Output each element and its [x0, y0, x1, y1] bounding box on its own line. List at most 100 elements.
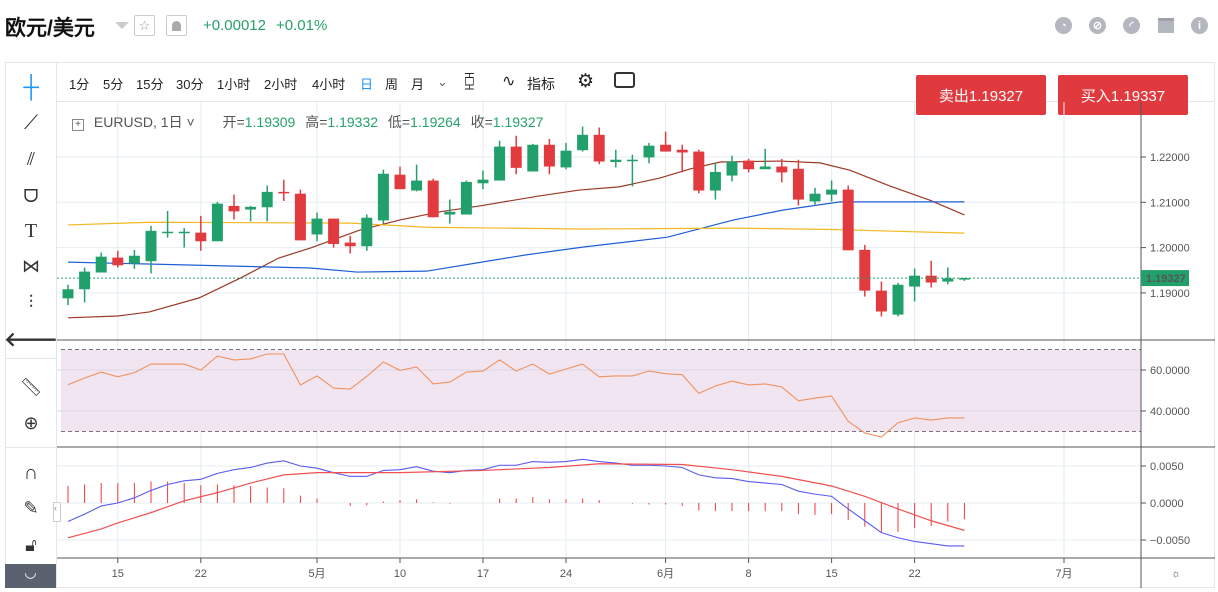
- alert-bell-button[interactable]: [166, 15, 187, 36]
- candle: [411, 164, 423, 192]
- candle-body: [958, 278, 970, 280]
- interval-15m[interactable]: 15分: [136, 77, 164, 92]
- high-label: 高=: [305, 114, 328, 130]
- candle: [245, 205, 257, 222]
- prediction-tool-icon[interactable]: ⫶: [28, 291, 34, 312]
- gauge-icon[interactable]: ◜: [1123, 17, 1140, 34]
- ma_brown-line: [67, 160, 965, 319]
- interval-1d[interactable]: 日: [360, 77, 374, 92]
- interval-1w[interactable]: 周: [385, 77, 399, 92]
- candle-body: [842, 189, 854, 251]
- last-price-tag-label: 1.19327: [1146, 273, 1186, 285]
- indicators-icon[interactable]: ∿: [502, 73, 516, 90]
- eye-icon: ◡: [24, 564, 37, 580]
- rsi-line: [67, 353, 965, 438]
- ruler-icon[interactable]: 📏︎: [19, 376, 43, 397]
- lock-drawing-icon[interactable]: ✎: [23, 497, 39, 518]
- candle-body: [610, 159, 622, 162]
- date-tick-label: 15: [825, 568, 837, 580]
- candle: [925, 260, 937, 288]
- expand-legend-icon[interactable]: +: [72, 119, 84, 131]
- crosshair-icon[interactable]: ┼: [23, 74, 39, 99]
- candle: [792, 159, 804, 206]
- symbol-dropdown-icon[interactable]: [115, 22, 129, 29]
- interval-30m[interactable]: 30分: [176, 77, 204, 92]
- legend-chevron-icon[interactable]: ˅: [182, 114, 195, 130]
- more-intervals-chevron-icon[interactable]: ⌄: [437, 74, 448, 89]
- interval-5m[interactable]: 5分: [103, 77, 124, 92]
- candle: [610, 149, 622, 168]
- candle: [112, 250, 124, 268]
- screenshot-camera-icon[interactable]: [614, 72, 635, 88]
- high-value: 1.19332: [327, 114, 379, 130]
- date-tick-label: 5月: [308, 568, 325, 580]
- candle: [875, 281, 887, 317]
- date-tick-label: 8: [746, 568, 752, 580]
- candle: [560, 142, 572, 170]
- candle-body: [676, 149, 688, 153]
- price-tick-label: 1.20000: [1150, 243, 1190, 255]
- candle-body: [477, 179, 489, 184]
- candle: [527, 143, 539, 172]
- candle-body: [460, 181, 472, 215]
- sell-button[interactable]: 卖出1.19327: [916, 75, 1046, 115]
- candle: [776, 158, 788, 183]
- candle-body: [709, 171, 721, 191]
- axis-settings-icon[interactable]: ☼: [1171, 568, 1181, 580]
- date-tick-label: 6月: [657, 568, 674, 580]
- pattern-tool-icon[interactable]: ⋈: [22, 255, 40, 276]
- candle-type-icon[interactable]: ⧮: [464, 71, 475, 90]
- candle-body: [411, 180, 423, 191]
- info-icon[interactable]: i: [1191, 17, 1208, 34]
- symbol-label[interactable]: EURUSD, 1日: [93, 114, 183, 130]
- zoom-in-icon[interactable]: ⊕: [23, 412, 39, 433]
- candle-body: [195, 232, 207, 242]
- settings-gear-icon[interactable]: ⚙: [577, 71, 595, 92]
- indicators-button[interactable]: 指标: [527, 76, 555, 92]
- ma_blue-line: [67, 201, 965, 273]
- interval-1m[interactable]: 1分: [69, 77, 90, 92]
- candle-body: [278, 191, 290, 194]
- candle-body: [245, 206, 257, 210]
- trend-line-icon[interactable]: ⟋: [24, 111, 38, 134]
- candle: [759, 148, 771, 170]
- fib-tool-icon[interactable]: ⫽: [26, 148, 36, 169]
- candle: [842, 185, 854, 251]
- brush-icon[interactable]: ᗜ: [23, 185, 39, 206]
- candle-body: [128, 255, 140, 264]
- pie-chart-icon[interactable]: ◔: [1055, 17, 1072, 34]
- candle-body: [444, 211, 456, 215]
- candle-body: [875, 290, 887, 312]
- interval-2h[interactable]: 2小时: [264, 77, 298, 92]
- candle-body: [361, 217, 373, 247]
- date-tick-label: 7月: [1055, 568, 1072, 580]
- candle: [577, 126, 589, 152]
- price-change: +0.00012: [203, 17, 266, 34]
- candle-body: [527, 144, 539, 172]
- candle: [294, 189, 306, 241]
- hide-drawings-button[interactable]: ◡: [5, 564, 56, 588]
- ohlc-legend: + EURUSD, 1日 ˅ 开=1.19309 高=1.19332 低=1.1…: [72, 112, 543, 132]
- candle: [909, 268, 921, 302]
- rsi-tick-label: 60.0000: [1150, 365, 1190, 377]
- candle: [162, 210, 174, 238]
- price-tick-label: 1.22000: [1150, 152, 1190, 164]
- candle: [676, 144, 688, 173]
- candle-body: [826, 189, 838, 195]
- interval-1h[interactable]: 1小时: [217, 77, 251, 92]
- low-value: 1.19264: [410, 114, 461, 130]
- candle-body: [693, 151, 705, 191]
- buy-button[interactable]: 买入1.19337: [1058, 75, 1188, 115]
- favorite-star-button[interactable]: ☆: [134, 15, 155, 36]
- calendar-icon[interactable]: [1158, 18, 1174, 33]
- candle: [593, 127, 605, 165]
- compass-icon[interactable]: ⊘: [1089, 17, 1106, 34]
- candle-body: [626, 159, 638, 162]
- interval-1mo[interactable]: 月: [411, 77, 425, 92]
- unlock-icon[interactable]: 🔓︎: [25, 534, 37, 555]
- interval-4h[interactable]: 4小时: [312, 77, 346, 92]
- magnet-icon[interactable]: ∩: [23, 461, 39, 484]
- text-tool-icon[interactable]: T: [24, 219, 38, 242]
- candle: [494, 140, 506, 181]
